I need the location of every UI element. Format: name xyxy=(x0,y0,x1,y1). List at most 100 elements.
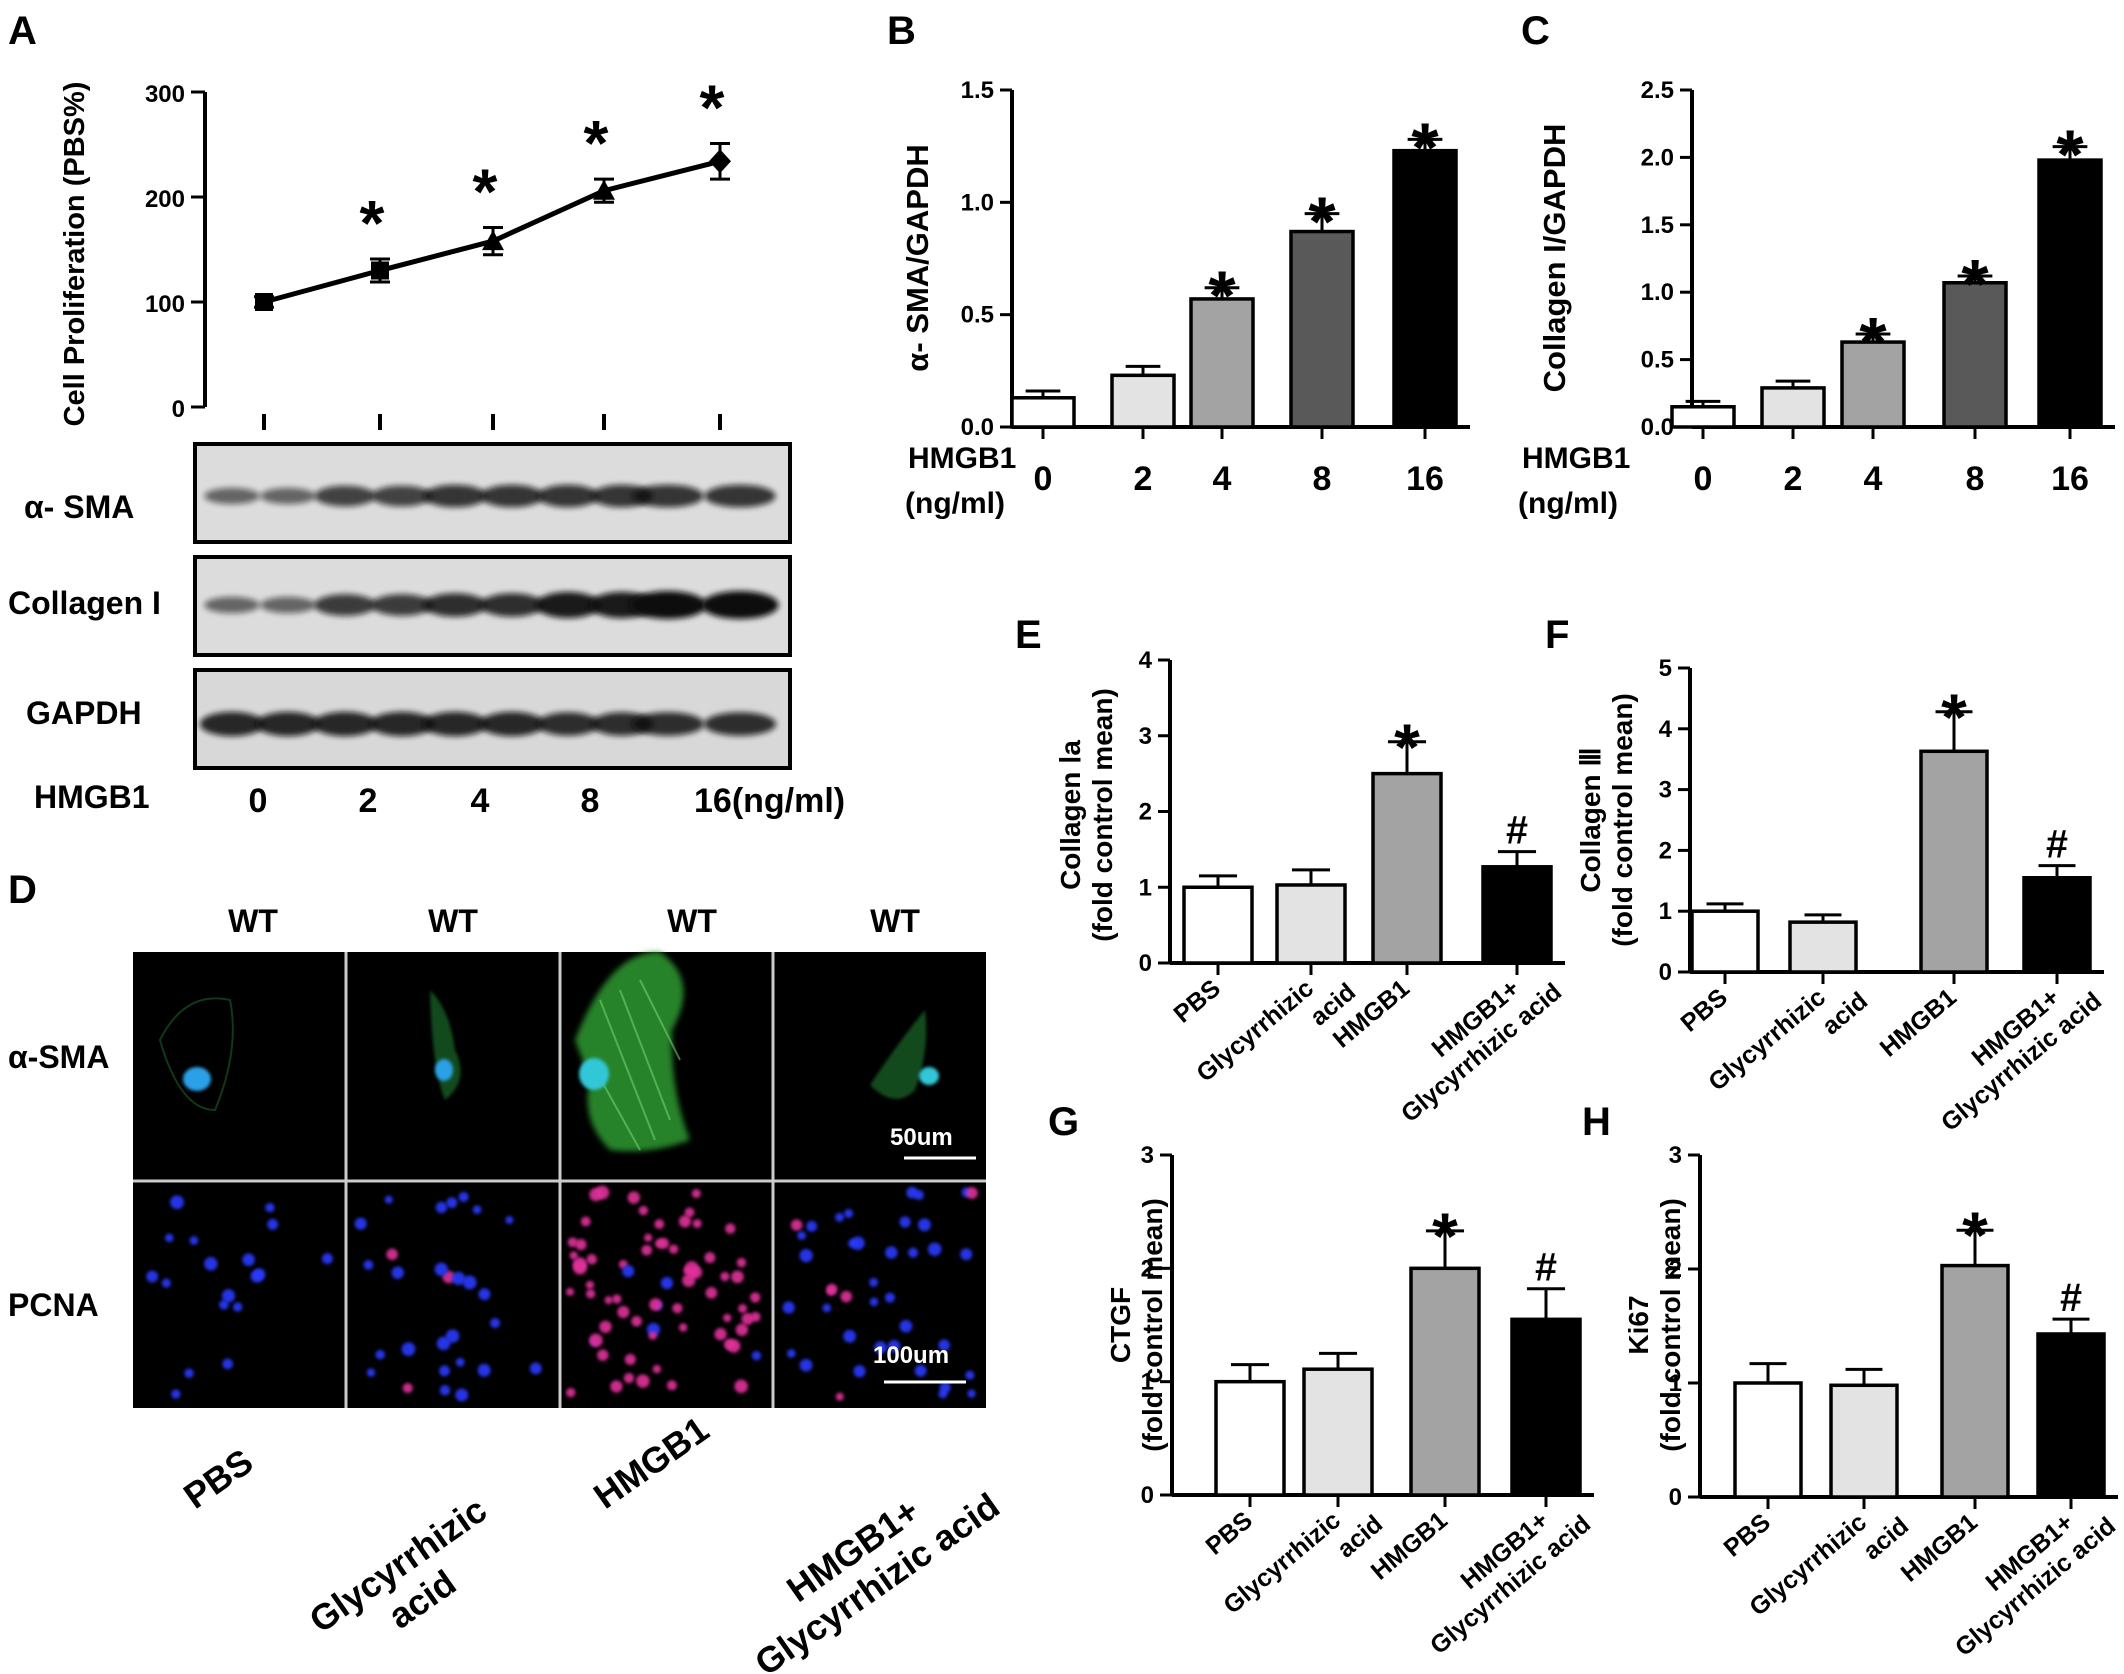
x-tick-label: 8 xyxy=(1313,460,1332,498)
nucleus xyxy=(569,1251,578,1260)
nucleus xyxy=(446,1197,458,1209)
bar xyxy=(1392,148,1458,429)
panel-label-c: C xyxy=(1521,9,1550,53)
y-axis-label-line: CTGF xyxy=(1105,1287,1136,1363)
bar xyxy=(1371,771,1443,965)
significance-marker: * xyxy=(1432,1199,1458,1273)
nucleus xyxy=(835,1212,845,1222)
y-tick-label: 1.5 xyxy=(961,77,994,104)
nucleus xyxy=(242,1253,255,1267)
nucleus xyxy=(840,1290,853,1303)
y-tick-label: 1.0 xyxy=(1641,279,1674,306)
bar xyxy=(1110,373,1176,429)
y-tick-label: 0 xyxy=(1659,959,1672,986)
x-axis-title: HMGB1 xyxy=(1522,442,1630,475)
x-tick-label-line: HMGB1 xyxy=(1896,1508,1983,1588)
nucleus xyxy=(478,1288,491,1301)
data-point xyxy=(593,179,615,200)
nucleus xyxy=(691,1189,701,1199)
bar xyxy=(1214,1379,1286,1497)
nucleus xyxy=(146,1270,159,1283)
nucleus xyxy=(189,1236,199,1245)
nucleus xyxy=(604,1296,613,1305)
nucleus xyxy=(627,1191,641,1204)
nucleus xyxy=(705,1286,718,1299)
y-tick-label: 2.5 xyxy=(1641,77,1674,104)
nucleus xyxy=(490,1317,501,1329)
x-tick-label: PBS xyxy=(1675,983,1732,1037)
significance-marker: * xyxy=(1208,257,1236,335)
bar xyxy=(2022,876,2092,974)
nucleus xyxy=(848,1238,858,1248)
bar xyxy=(1829,1383,1899,1499)
nucleus xyxy=(750,1292,761,1303)
nucleus xyxy=(782,1301,795,1314)
nucleus xyxy=(455,1357,465,1367)
y-tick-label: 0 xyxy=(172,396,185,423)
nucleus xyxy=(597,1349,609,1361)
significance-marker: # xyxy=(2046,823,2068,867)
nucleus xyxy=(451,1271,466,1286)
chart-g-ctgf: 0 1 2 3 * # CTGF(fold control mean) PBSGlycyrrh… xyxy=(1105,1142,1596,1660)
y-tick-label: 100 xyxy=(145,291,185,318)
panel-label-d: D xyxy=(8,868,37,912)
nucleus xyxy=(720,1271,730,1282)
blot-band xyxy=(632,484,704,508)
x-tick-label: 8 xyxy=(1966,460,1985,498)
blot-band xyxy=(199,711,265,737)
y-tick-label: 1 xyxy=(1139,874,1152,901)
y-tick-label: 2 xyxy=(1139,799,1152,826)
nucleus xyxy=(741,1312,754,1326)
nucleus xyxy=(869,1277,879,1287)
significance-marker: # xyxy=(1506,809,1528,853)
bar xyxy=(1840,340,1906,429)
y-tick-label: 4 xyxy=(1139,647,1153,674)
significance-marker: * xyxy=(360,187,385,259)
panel-label-e: E xyxy=(1015,613,1042,657)
y-axis-label: Ki67(fold control mean) xyxy=(1623,1198,1686,1452)
nucleus xyxy=(960,1248,973,1261)
data-point xyxy=(482,230,504,251)
y-tick-label: 1 xyxy=(1141,1369,1154,1396)
nucleus xyxy=(253,1268,266,1281)
y-tick-label: 2.0 xyxy=(1641,144,1674,171)
nucleus xyxy=(654,1238,665,1249)
nucleus xyxy=(566,1287,575,1296)
blot-dose-16: 16(ng/ml) xyxy=(694,782,845,820)
nucleus xyxy=(267,1218,279,1230)
y-axis-label-line: (fold control mean) xyxy=(1137,1198,1168,1452)
nucleus xyxy=(505,1216,514,1225)
micro-group-hmgb1-ga: HMGB1+Glycyrrhizic acid xyxy=(723,1450,1007,1674)
x-tick-label: HMGB1 xyxy=(1896,1508,1983,1588)
panel-label-h: H xyxy=(1582,1100,1611,1144)
nucleus xyxy=(477,1363,491,1377)
nucleus xyxy=(843,1329,857,1343)
nucleus xyxy=(666,1380,677,1391)
nucleus xyxy=(623,1372,635,1384)
y-tick-label: 0.0 xyxy=(1641,414,1674,441)
nucleus xyxy=(967,1389,976,1398)
y-axis-label: α- SMA/GAPDH xyxy=(900,144,935,371)
nucleus xyxy=(678,1215,692,1228)
bar xyxy=(1189,297,1255,429)
bar xyxy=(1733,1381,1803,1499)
nucleus xyxy=(724,1223,736,1234)
nucleus xyxy=(797,1231,807,1240)
nucleus xyxy=(164,1233,174,1243)
nucleus xyxy=(184,1368,194,1378)
bar xyxy=(1275,883,1347,965)
y-tick-label: 1 xyxy=(1659,898,1672,925)
significance-marker: # xyxy=(2060,1276,2082,1320)
bar xyxy=(1289,229,1355,429)
nucleus xyxy=(219,1299,229,1310)
nucleus xyxy=(844,1208,854,1219)
blot-band xyxy=(369,711,435,737)
micro-col-header-2: WT xyxy=(428,903,478,939)
bar xyxy=(1919,749,1989,974)
nucleus xyxy=(221,1289,236,1303)
nucleus xyxy=(567,1237,578,1248)
nucleus xyxy=(585,1280,595,1290)
significance-marker: * xyxy=(1308,183,1336,261)
nucleus xyxy=(455,1388,469,1402)
y-tick-label: 5 xyxy=(1659,655,1672,682)
